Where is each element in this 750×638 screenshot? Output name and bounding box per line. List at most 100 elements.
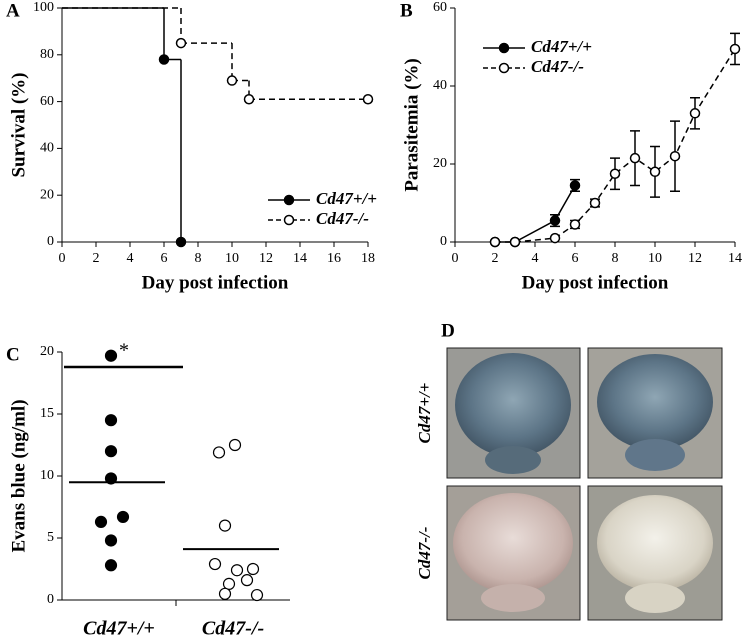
x-tick-label: 2: [93, 251, 100, 266]
y-tick-label: 0: [47, 592, 54, 607]
significance: *: [119, 340, 129, 362]
legend-label: Cd47+/+: [531, 37, 592, 56]
panel-label: C: [6, 344, 20, 365]
x-tick-label: 16: [327, 251, 341, 266]
x-tick-label: 6: [161, 251, 168, 266]
marker: [629, 152, 641, 164]
y-axis-label: Evans blue (ng/ml): [8, 399, 29, 552]
y-tick-label: 60: [433, 0, 447, 15]
x-tick-label: 2: [492, 251, 499, 266]
marker: [589, 197, 601, 209]
legend-label: Cd47-/-: [531, 57, 584, 76]
panel-label: A: [6, 0, 20, 21]
point: [94, 515, 108, 528]
x-tick-label: 18: [361, 251, 375, 266]
brain: [485, 446, 541, 474]
x-tick-label: 14: [293, 251, 307, 266]
x-tick-label: 10: [648, 251, 662, 266]
legend-marker: [283, 194, 295, 206]
marker: [175, 236, 187, 248]
legend-marker: [498, 62, 510, 74]
marker: [549, 232, 561, 244]
y-tick-label: 20: [40, 187, 54, 202]
line: [495, 48, 736, 243]
point: [208, 557, 222, 571]
y-tick-label: 40: [40, 141, 54, 156]
brain: [625, 439, 685, 471]
y-tick-label: 60: [40, 94, 54, 109]
x-axis-label: Day post infection: [142, 272, 289, 293]
marker: [689, 108, 701, 119]
point: [250, 588, 264, 602]
point: [228, 438, 242, 452]
point: [246, 562, 260, 576]
point: [104, 349, 118, 362]
x-tick-label: 0: [59, 251, 66, 266]
marker: [509, 236, 521, 248]
y-tick-label: 15: [40, 406, 54, 421]
x-tick-label: 6: [572, 251, 579, 266]
point: [104, 534, 118, 547]
marker: [729, 43, 741, 55]
x-tick-label: 4: [532, 251, 539, 266]
marker: [362, 94, 374, 105]
x-tick-label: 12: [688, 251, 702, 266]
legend-marker: [498, 42, 510, 54]
point: [104, 445, 118, 458]
legend-label: Cd47+/+: [316, 189, 377, 208]
point: [116, 510, 130, 524]
y-tick-label: 100: [33, 0, 54, 15]
point: [212, 446, 226, 459]
point: [240, 574, 254, 587]
x-tick-label: 8: [195, 251, 202, 266]
marker: [649, 166, 661, 178]
brain: [481, 584, 545, 612]
y-tick-label: 40: [433, 78, 447, 93]
brain: [453, 493, 573, 593]
point: [104, 472, 118, 485]
panel-label: B: [400, 0, 413, 21]
point: [218, 519, 232, 532]
point: [218, 587, 232, 600]
x-tick-label: 12: [259, 251, 273, 266]
y-axis-label: Survival (%): [8, 72, 29, 177]
brain: [625, 583, 685, 613]
y-tick-label: 5: [47, 530, 54, 545]
point: [104, 559, 118, 572]
y-tick-label: 0: [440, 234, 447, 249]
brain: [455, 353, 571, 457]
y-axis-label: Parasitemia (%): [401, 58, 422, 191]
brain: [597, 495, 713, 591]
x-tick-label: Cd47+/+: [83, 618, 155, 638]
legend-marker: [283, 214, 295, 226]
x-axis-label: Day post infection: [522, 272, 669, 293]
panel-d: D Cd47+/+ Cd47-/-: [415, 320, 723, 621]
marker: [226, 75, 238, 86]
marker: [243, 94, 255, 105]
x-tick-label: 10: [225, 251, 239, 266]
x-tick-label: 8: [612, 251, 619, 266]
marker: [549, 215, 561, 226]
row-label: Cd47-/-: [415, 526, 434, 579]
marker: [669, 150, 681, 162]
x-tick-label: 4: [127, 251, 134, 266]
marker: [609, 168, 621, 179]
y-tick-label: 20: [433, 156, 447, 171]
y-tick-label: 20: [40, 344, 54, 359]
y-tick-label: 80: [40, 47, 54, 62]
line: [495, 185, 576, 243]
marker: [158, 54, 170, 65]
legend-label: Cd47-/-: [316, 209, 369, 228]
y-tick-label: 10: [40, 468, 54, 483]
x-tick-label: Cd47-/-: [202, 618, 264, 638]
marker: [489, 236, 501, 248]
point: [230, 564, 244, 577]
marker: [175, 37, 187, 49]
marker: [569, 219, 581, 230]
panel-label: D: [441, 320, 455, 341]
x-tick-label: 0: [452, 251, 459, 266]
x-tick-label: 14: [728, 251, 742, 266]
brain: [597, 354, 713, 450]
point: [104, 414, 118, 427]
